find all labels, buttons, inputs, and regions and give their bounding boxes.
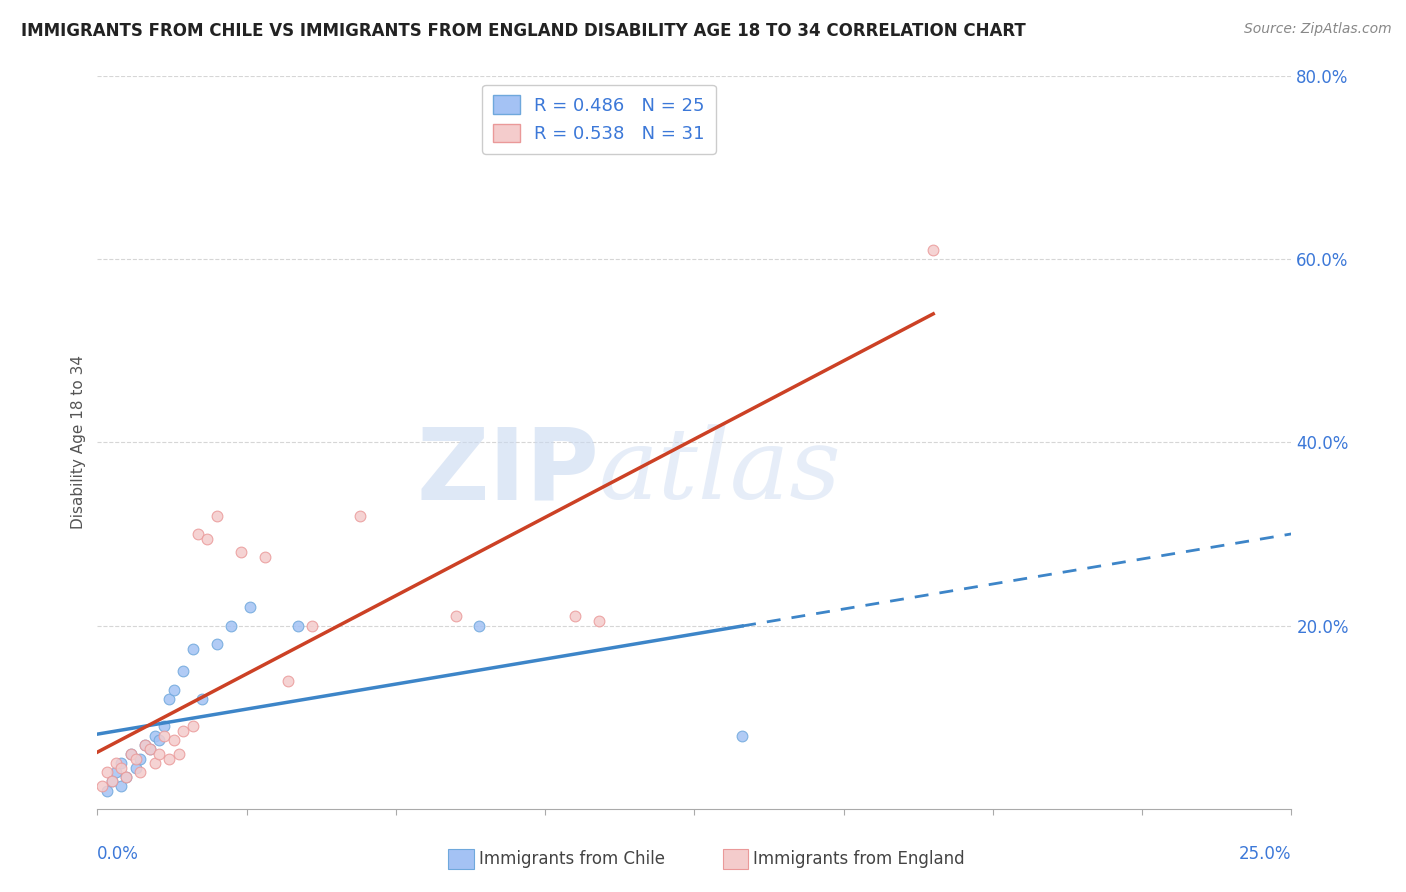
Point xyxy=(110,756,132,771)
Point xyxy=(96,783,118,797)
Point xyxy=(129,751,152,765)
Point xyxy=(157,692,180,706)
Text: ZIP: ZIP xyxy=(416,423,599,520)
Text: Source: ZipAtlas.com: Source: ZipAtlas.com xyxy=(1244,22,1392,37)
Point xyxy=(153,729,176,743)
Text: IMMIGRANTS FROM CHILE VS IMMIGRANTS FROM ENGLAND DISABILITY AGE 18 TO 34 CORRELA: IMMIGRANTS FROM CHILE VS IMMIGRANTS FROM… xyxy=(21,22,1026,40)
Point xyxy=(148,747,170,761)
Point xyxy=(139,742,162,756)
Point xyxy=(143,756,166,771)
Point xyxy=(922,243,945,257)
Point xyxy=(181,641,204,656)
Text: Immigrants from Chile: Immigrants from Chile xyxy=(479,850,665,868)
Point xyxy=(110,761,132,775)
Point xyxy=(163,682,186,697)
Point xyxy=(191,692,214,706)
Point xyxy=(148,733,170,747)
Point xyxy=(205,508,228,523)
Point xyxy=(277,673,299,688)
Point xyxy=(239,600,262,615)
Point xyxy=(468,618,491,632)
Point xyxy=(124,761,146,775)
Point xyxy=(444,609,467,624)
Point xyxy=(731,729,754,743)
Point xyxy=(588,614,610,628)
Text: 0.0%: 0.0% xyxy=(97,845,139,863)
Point xyxy=(301,618,323,632)
Point xyxy=(195,532,218,546)
Point xyxy=(129,765,152,780)
Point xyxy=(91,779,114,793)
Point xyxy=(172,665,194,679)
Point xyxy=(105,765,128,780)
Point xyxy=(349,508,371,523)
Point xyxy=(253,549,276,564)
Point xyxy=(564,609,586,624)
Point xyxy=(172,724,194,739)
Point xyxy=(153,719,176,733)
Text: Immigrants from England: Immigrants from England xyxy=(754,850,965,868)
Point xyxy=(163,733,186,747)
Point xyxy=(100,774,122,789)
Point xyxy=(167,747,190,761)
Point xyxy=(134,738,156,752)
Point xyxy=(205,637,228,651)
Point xyxy=(134,738,156,752)
Point xyxy=(124,751,146,765)
Text: 25.0%: 25.0% xyxy=(1239,845,1292,863)
Point xyxy=(120,747,142,761)
Point xyxy=(139,742,162,756)
Point xyxy=(120,747,142,761)
Point xyxy=(105,756,128,771)
Legend: R = 0.486   N = 25, R = 0.538   N = 31: R = 0.486 N = 25, R = 0.538 N = 31 xyxy=(482,85,716,154)
Point xyxy=(187,527,209,541)
Point xyxy=(110,779,132,793)
Point xyxy=(115,770,138,784)
Point xyxy=(157,751,180,765)
Y-axis label: Disability Age 18 to 34: Disability Age 18 to 34 xyxy=(72,355,86,529)
Point xyxy=(115,770,138,784)
Point xyxy=(96,765,118,780)
Point xyxy=(100,774,122,789)
Point xyxy=(229,545,252,559)
Text: atlas: atlas xyxy=(599,424,842,519)
Point xyxy=(143,729,166,743)
Point xyxy=(287,618,309,632)
Point xyxy=(219,618,242,632)
Point xyxy=(181,719,204,733)
